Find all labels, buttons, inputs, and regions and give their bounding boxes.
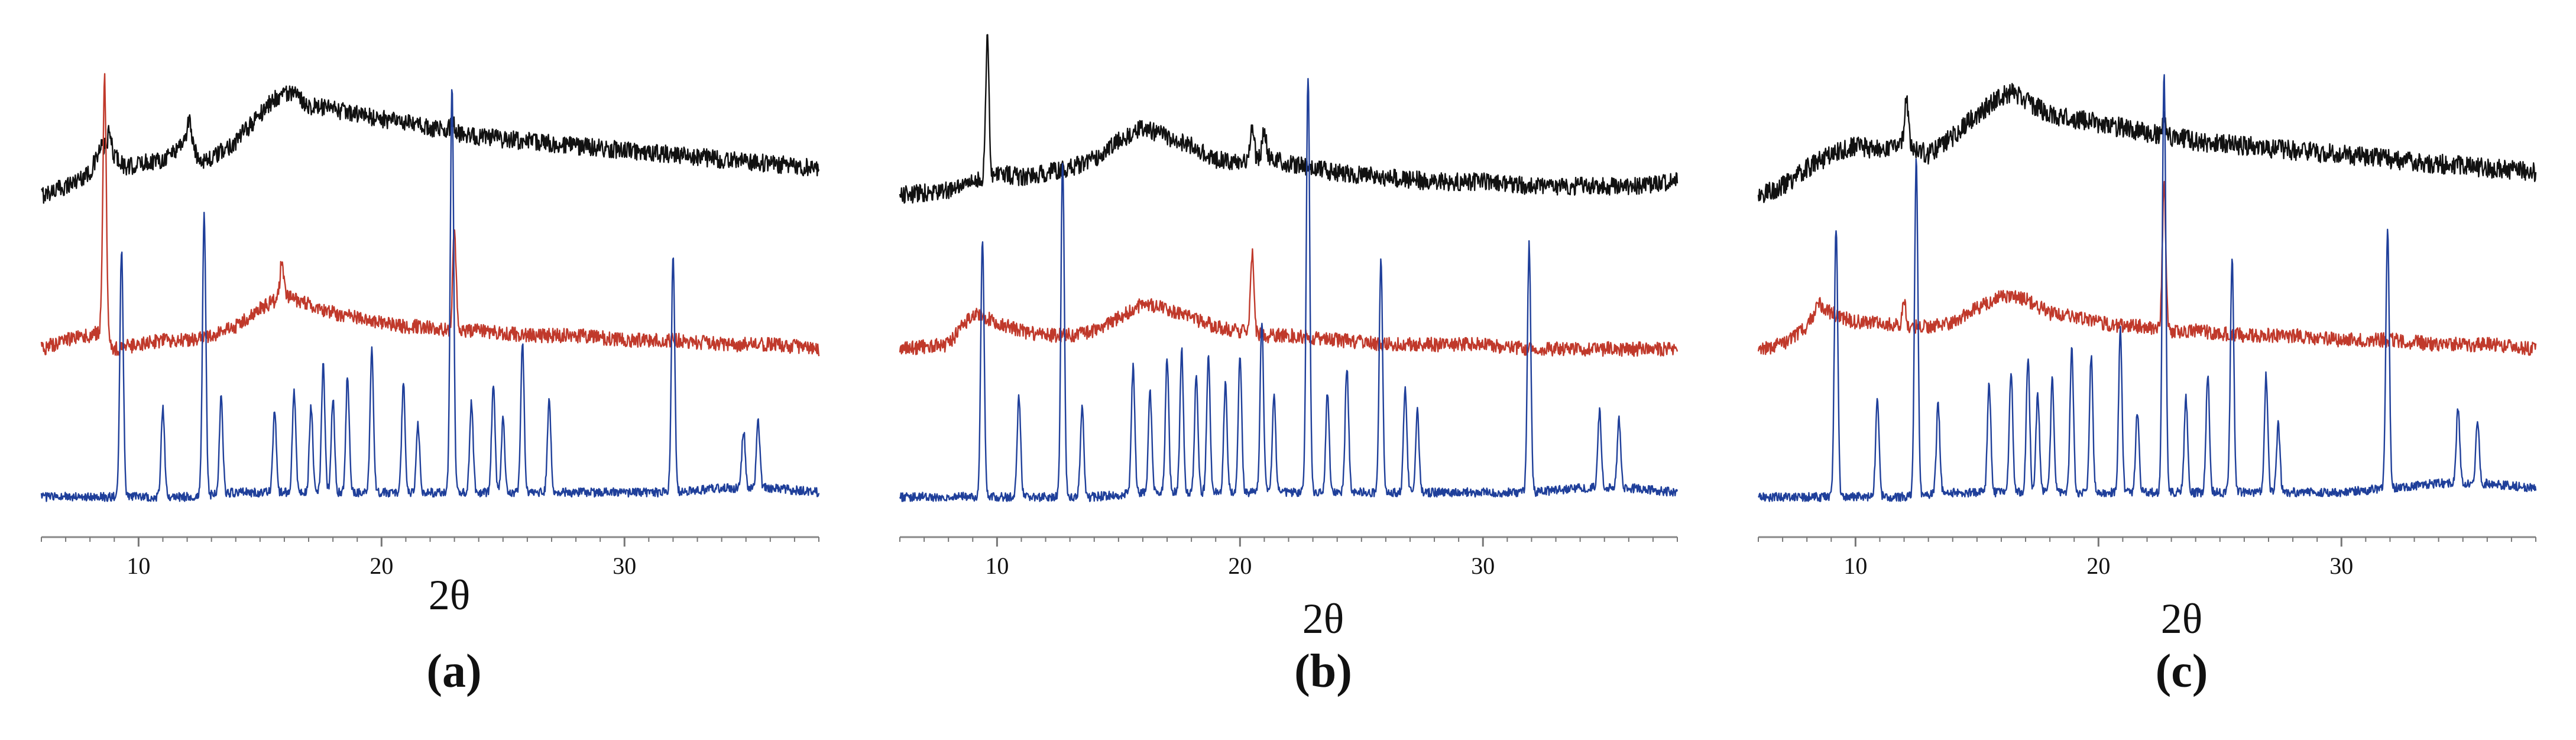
series-middle-line bbox=[899, 248, 1679, 357]
panel-label: (c) bbox=[2155, 645, 2208, 697]
x-tick-label: 20 bbox=[1228, 552, 1252, 579]
panel-label: (a) bbox=[426, 645, 482, 697]
series-top-line bbox=[899, 34, 1679, 204]
panel-label: (b) bbox=[1294, 645, 1352, 697]
series-top-line bbox=[1757, 83, 2537, 203]
x-tick-label: 10 bbox=[127, 552, 150, 579]
xrd-plot: 10 20 30 bbox=[1757, 74, 2537, 579]
x-tick-label: 10 bbox=[985, 552, 1009, 579]
x-tick-label: 20 bbox=[370, 552, 393, 579]
x-tick-label: 30 bbox=[1471, 552, 1495, 579]
series-middle-line bbox=[40, 73, 820, 357]
chart-panel-2: 10 20 30 2θ (b) bbox=[858, 0, 1717, 740]
xrd-plot: 10 20 30 bbox=[40, 73, 820, 579]
xrd-plot: 10 20 30 bbox=[899, 34, 1679, 579]
series-top-line bbox=[41, 85, 820, 204]
x-tick-label: 10 bbox=[1843, 552, 1867, 579]
x-tick-label: 20 bbox=[2086, 552, 2110, 579]
series-middle-line bbox=[1757, 180, 2537, 356]
series-bottom-line bbox=[899, 77, 1679, 502]
series-bottom-line bbox=[40, 89, 820, 502]
chart-panel-1: 10 20 30 2θ (a) bbox=[0, 0, 858, 740]
series-bottom-line bbox=[1758, 74, 2537, 502]
chart-panel-3: 10 20 30 2θ (c) bbox=[1717, 0, 2575, 740]
x-axis-label: 2θ bbox=[428, 571, 471, 619]
x-tick-label: 30 bbox=[613, 552, 636, 579]
x-axis-label: 2θ bbox=[2160, 595, 2203, 642]
x-axis-label: 2θ bbox=[1302, 595, 1344, 642]
x-tick-label: 30 bbox=[2329, 552, 2353, 579]
